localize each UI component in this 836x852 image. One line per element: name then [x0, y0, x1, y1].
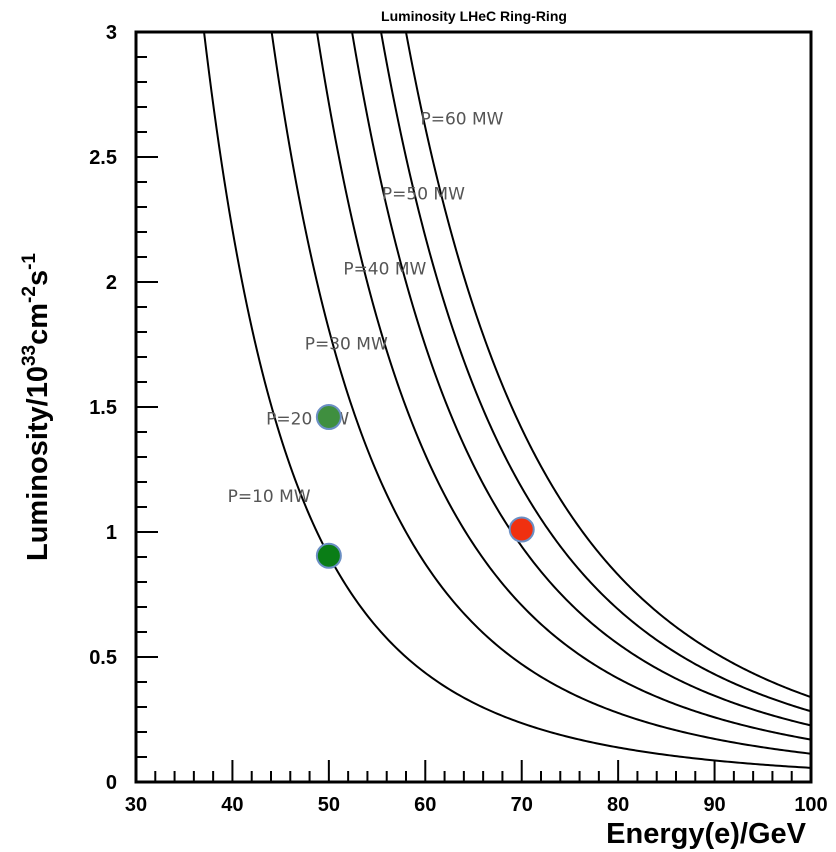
x-tick-label: 30 [125, 794, 147, 816]
x-tick-label: 60 [414, 794, 436, 816]
x-tick-label: 80 [607, 794, 629, 816]
y-tick-label: 1.5 [89, 397, 117, 419]
y-axis-label-exp1: 33 [19, 345, 40, 366]
x-tick-label: 90 [703, 794, 725, 816]
curve-p50 [380, 31, 812, 713]
data-points-layer [315, 404, 535, 569]
x-axis-label: Energy(e)/GeV [606, 818, 806, 850]
x-tick-label: 50 [318, 794, 340, 816]
y-axis-label-exp3: -1 [19, 253, 40, 270]
x-tick-label: 100 [794, 794, 827, 816]
y-axis-label-base: Luminosity/10 [22, 366, 54, 561]
curve-label-p50: P=50 MW [382, 185, 465, 205]
y-axis-ticks: 0 0.5 1 1.5 2 2.5 3 [89, 22, 158, 794]
chart-title: Luminosity LHeC Ring-Ring [381, 8, 567, 24]
data-point-2 [315, 542, 342, 569]
y-tick-label: 2 [106, 272, 117, 294]
curve-p60 [404, 31, 812, 699]
y-axis-label: Luminosity/1033cm-2s-1 [19, 253, 54, 561]
x-tick-label: 40 [221, 794, 243, 816]
y-tick-label: 2.5 [89, 147, 117, 169]
y-axis-label-exp2: -2 [19, 286, 40, 303]
curve-p20 [270, 31, 812, 755]
plot-frame [134, 30, 813, 784]
curve-label-p40: P=40 MW [343, 260, 426, 280]
y-tick-label: 0 [106, 772, 117, 794]
y-tick-label: 1 [106, 522, 117, 544]
data-point-3 [508, 516, 535, 543]
curve-p30 [315, 31, 812, 741]
curve-label-p60: P=60 MW [420, 110, 503, 130]
curve-p10 [203, 31, 812, 769]
data-point-1 [315, 404, 342, 430]
x-axis-ticks: 30 40 50 60 70 80 90 100 [125, 760, 828, 816]
y-tick-label: 3 [106, 22, 117, 44]
x-tick-label: 70 [511, 794, 533, 816]
y-tick-label: 0.5 [89, 647, 117, 669]
curve-label-p30: P=30 MW [305, 335, 388, 355]
curve-p40 [351, 31, 812, 727]
curve-label-p10: P=10 MW [228, 487, 311, 507]
y-axis-label-mid2: s [22, 270, 54, 286]
y-axis-label-mid: cm [22, 303, 54, 345]
curves-layer [203, 31, 812, 769]
